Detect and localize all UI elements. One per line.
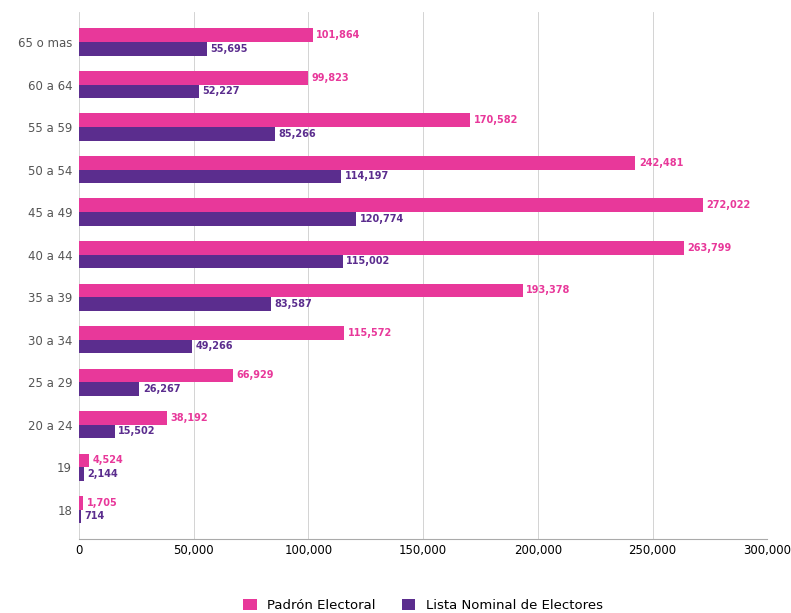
Text: 115,572: 115,572 [348, 328, 392, 338]
Text: 120,774: 120,774 [360, 214, 404, 224]
Bar [79, 71, 308, 85]
Bar [79, 254, 343, 268]
Text: 49,266: 49,266 [195, 341, 233, 351]
Bar [79, 283, 523, 297]
Bar [79, 42, 207, 56]
Text: 272,022: 272,022 [706, 200, 751, 210]
Text: 170,582: 170,582 [474, 115, 518, 125]
Text: 714: 714 [84, 511, 104, 522]
Bar [79, 326, 344, 340]
Text: 55,695: 55,695 [210, 44, 248, 54]
Text: 2,144: 2,144 [88, 469, 118, 479]
Bar [79, 509, 81, 524]
Bar [79, 156, 635, 170]
Legend: Padrón Electoral, Lista Nominal de Electores: Padrón Electoral, Lista Nominal de Elect… [244, 599, 603, 612]
Text: 85,266: 85,266 [278, 129, 316, 139]
Text: 83,587: 83,587 [274, 299, 312, 309]
Text: 193,378: 193,378 [526, 285, 570, 295]
Bar [79, 28, 312, 42]
Bar [79, 411, 167, 425]
Bar [79, 241, 684, 254]
Text: 1,705: 1,705 [86, 498, 117, 508]
Bar [79, 340, 192, 353]
Bar [79, 297, 271, 311]
Text: 115,002: 115,002 [346, 256, 391, 267]
Text: 52,227: 52,227 [202, 86, 240, 96]
Bar [79, 212, 356, 226]
Bar [79, 170, 341, 183]
Bar [79, 382, 139, 396]
Bar [79, 85, 199, 98]
Bar [79, 496, 83, 509]
Text: 15,502: 15,502 [118, 427, 156, 436]
Text: 242,481: 242,481 [639, 158, 683, 168]
Bar [79, 113, 471, 127]
Text: 114,197: 114,197 [345, 172, 388, 181]
Bar [79, 368, 233, 382]
Bar [79, 127, 274, 140]
Bar [79, 199, 703, 212]
Text: 66,929: 66,929 [236, 370, 274, 380]
Bar [79, 467, 84, 481]
Bar [79, 425, 115, 438]
Text: 99,823: 99,823 [312, 73, 349, 83]
Text: 26,267: 26,267 [143, 384, 180, 394]
Bar [79, 454, 89, 467]
Text: 101,864: 101,864 [316, 30, 361, 40]
Text: 4,524: 4,524 [93, 455, 123, 465]
Text: 38,192: 38,192 [170, 413, 208, 423]
Text: 263,799: 263,799 [687, 243, 732, 253]
